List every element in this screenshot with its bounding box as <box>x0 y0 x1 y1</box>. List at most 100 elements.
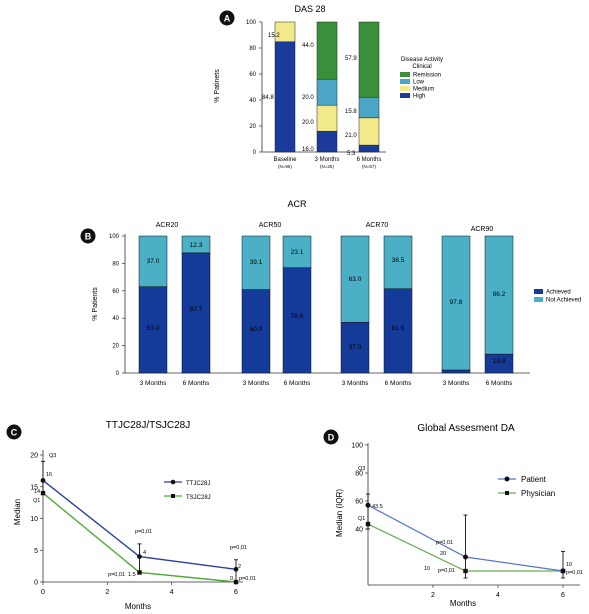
c-annot-p: p=0,01 <box>108 572 125 578</box>
d-y-tick-label: 100 <box>351 443 363 450</box>
panel-a-legend: Disease Activity Clinical Remission Low … <box>400 57 443 100</box>
panel-a-ylabel: % Patinets <box>214 69 221 103</box>
b-cat-label: 6 Months <box>284 380 311 387</box>
c-annot-0: 0 <box>230 576 233 582</box>
b-y-tick-label: 0 <box>116 371 120 377</box>
c-legend-label: TTJC28J <box>186 481 210 487</box>
c-annot-q3: Q3 <box>49 453 56 459</box>
panel-c-badge-letter: C <box>11 428 18 438</box>
c-x-tick-label: 6 <box>234 589 238 596</box>
c-y-tick-label: 10 <box>30 516 38 523</box>
b-bar-achieved <box>241 289 271 374</box>
panel-d-legend: Patient Physician <box>498 475 555 498</box>
c-annot-2: 2 <box>238 564 241 570</box>
c-annot-15: 1.5 <box>128 572 136 578</box>
a-legend-title: Disease Activity <box>401 57 443 63</box>
b-y-tick-label: 100 <box>109 234 120 240</box>
b-achieved-label: 63.0 <box>147 325 160 332</box>
panel-b-ylabel: % Patients <box>92 287 99 321</box>
b-legend-label: Achieved <box>546 290 571 296</box>
b-cat-label: 6 Months <box>183 380 210 387</box>
a-bar-label: 15.8 <box>345 109 357 115</box>
a-legend-swatch-low <box>400 79 410 84</box>
panel-d-ticks: 40 60 80 100 2 4 6 <box>351 443 565 600</box>
b-achieved-label: 60.9 <box>250 326 263 333</box>
c-annot-4: 4 <box>143 550 146 556</box>
b-bar-achieved <box>340 322 370 374</box>
b-cat-label: 3 Months <box>342 380 369 387</box>
b-bar-not-achieved <box>181 235 211 254</box>
a-y-tick-label: 60 <box>249 72 256 78</box>
b-bar-not-achieved <box>340 235 370 323</box>
b-cat-label: 3 Months <box>443 380 470 387</box>
d-y-tick-label: 40 <box>355 527 363 534</box>
d-annot-q1: Q1 <box>358 516 365 522</box>
a-legend-label: Low <box>413 80 425 86</box>
panel-a-bars <box>274 21 380 153</box>
a-cat-sublabel: (N=96) <box>278 164 292 169</box>
c-point-tsjc <box>137 570 142 575</box>
a-bar-label: 5.3 <box>347 151 356 157</box>
a-bar-label: 16.0 <box>302 147 314 153</box>
panel-c-legend: TTJC28J TSJC28J <box>164 479 211 501</box>
b-group-title: ACR20 <box>156 222 179 229</box>
a-cat-sublabel: (N=25) <box>320 164 334 169</box>
a-bar-segment <box>316 21 338 80</box>
a-cat-sublabel: (N=57) <box>362 164 376 169</box>
d-annot-10: 10 <box>566 562 572 568</box>
c-point-ttjc <box>233 566 239 572</box>
panel-b-y-ticks: 0 20 40 60 80 100 <box>109 234 125 377</box>
panel-c-badge <box>6 424 22 440</box>
c-y-tick-label: 5 <box>34 548 38 555</box>
panel-a-y-ticks: 0 20 40 60 80 100 <box>246 20 262 156</box>
b-bar-not-achieved <box>282 235 312 268</box>
panel-d-title: Global Assesment DA <box>417 423 515 434</box>
b-cat-label: 6 Months <box>385 380 412 387</box>
b-achieved-label: 37.0 <box>349 344 362 351</box>
b-y-tick-label: 60 <box>112 289 119 295</box>
c-y-tick-label: 0 <box>34 580 38 587</box>
panel-d-badge <box>323 429 339 445</box>
c-annot-16: 16 <box>46 472 52 478</box>
c-annot-p: p=0,01 <box>230 545 247 551</box>
panel-b-title: ACR <box>287 199 307 209</box>
d-annot-q3: Q3 <box>358 466 365 472</box>
panel-a-title: DAS 28 <box>294 4 325 14</box>
b-not-achieved-label: 97.8 <box>450 299 463 306</box>
d-annot-435: 43.5 <box>372 504 383 510</box>
b-legend-swatch-achieved <box>534 289 543 294</box>
d-point-physician <box>365 521 371 527</box>
panel-d-plot <box>365 493 566 579</box>
d-y-tick-label: 60 <box>355 499 363 506</box>
d-y-tick-label: 80 <box>355 471 363 478</box>
panel-a: A DAS 28 % Patinets 0 20 40 60 80 100 15.2 84… <box>214 4 443 169</box>
b-cat-label: 3 Months <box>243 380 270 387</box>
panel-d: D Global Assesment DA Median (IQR) Month… <box>323 423 583 608</box>
c-x-tick-label: 4 <box>170 589 174 596</box>
a-bar-label: 84.8 <box>262 95 274 101</box>
d-x-tick-label: 4 <box>496 592 500 599</box>
c-point-ttjc <box>137 554 142 559</box>
c-annot-q1: Q1 <box>33 498 40 504</box>
panel-c-ylabel: Median <box>13 499 22 525</box>
b-not-achieved-label: 63.0 <box>349 276 362 283</box>
c-annot-p: p=0,01 <box>239 576 256 582</box>
c-legend-marker-ttjc <box>170 479 176 485</box>
a-legend-swatch-remission <box>400 72 410 77</box>
c-x-tick-label: 2 <box>105 589 109 596</box>
b-y-tick-label: 80 <box>112 261 119 267</box>
c-x-tick-label: 0 <box>41 589 45 596</box>
panel-c-title: TTJC28J/TSJC28J <box>106 420 190 431</box>
a-bar-label: 57.9 <box>345 56 357 62</box>
b-y-tick-label: 20 <box>112 344 119 350</box>
b-not-achieved-label: 23.1 <box>291 249 304 256</box>
b-y-tick-label: 40 <box>112 316 119 322</box>
a-bar-segment <box>316 130 338 153</box>
a-bar-label: 21.0 <box>345 133 357 139</box>
panel-a-badge-letter: A <box>224 14 231 24</box>
c-annot-14: 14 <box>34 489 40 495</box>
a-cat-label: 6 Months <box>357 157 382 163</box>
d-legend-label: Physician <box>521 489 555 498</box>
panel-c: C TTJC28J/TSJC28J Median Months 05101520… <box>6 420 256 611</box>
